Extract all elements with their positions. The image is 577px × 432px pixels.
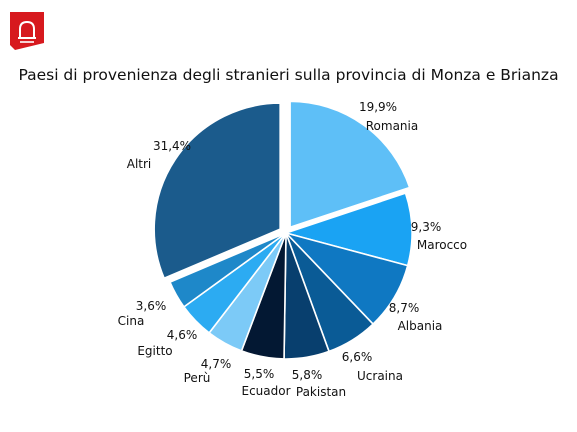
pie-slice-cina <box>169 232 287 308</box>
value-label-ecuador: 5,5% <box>244 367 275 381</box>
name-label-altri: Altri <box>127 157 152 171</box>
logo-icon <box>10 12 44 50</box>
name-label-albania: Albania <box>398 319 443 333</box>
name-label-pakistan: Pakistan <box>296 385 346 399</box>
name-label-romania: Romania <box>366 119 418 133</box>
name-label-ecuador: Ecuador <box>241 384 290 398</box>
chart-title: Paesi di provenienza degli stranieri sul… <box>18 66 559 84</box>
value-label-egitto: 4,6% <box>167 328 198 342</box>
value-label-romania: 19,9% <box>359 100 397 114</box>
value-label-ucraina: 6,6% <box>342 350 373 364</box>
pie-slice-romania <box>289 100 411 229</box>
value-label-altri: 31,4% <box>153 139 191 153</box>
name-label-ucraina: Ucraina <box>357 369 403 383</box>
value-label-marocco: 9,3% <box>411 220 442 234</box>
value-label-pakistan: 5,8% <box>292 368 323 382</box>
name-label-cina: Cina <box>118 314 145 328</box>
slice-labels: 19,9% Romania 9,3% Marocco 8,7% Albania 6,6% Uc… <box>118 100 467 399</box>
name-label-per: Perù <box>184 371 211 385</box>
name-label-egitto: Egitto <box>137 344 172 358</box>
value-label-cina: 3,6% <box>136 299 167 313</box>
pie-slice-altri <box>153 102 281 280</box>
name-label-marocco: Marocco <box>417 238 467 252</box>
value-label-albania: 8,7% <box>389 301 420 315</box>
value-label-per: 4,7% <box>201 357 232 371</box>
pie-slices <box>153 100 413 360</box>
